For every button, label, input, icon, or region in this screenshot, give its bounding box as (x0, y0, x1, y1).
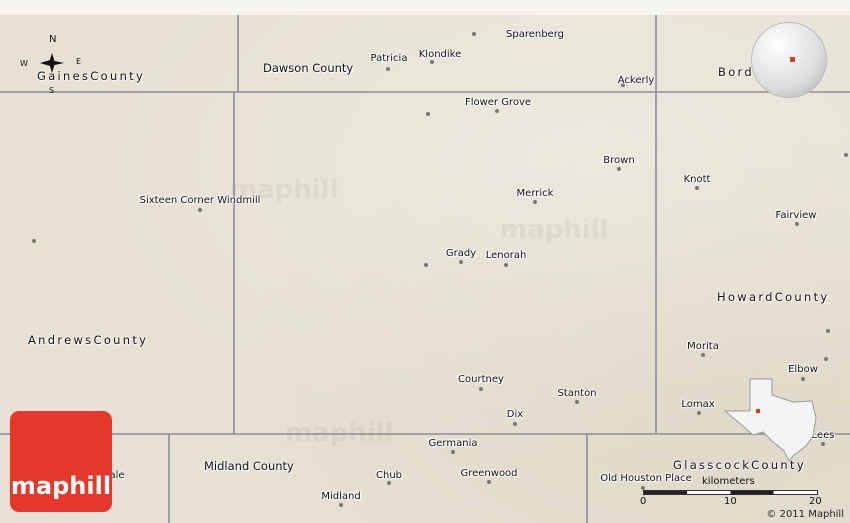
county-label-midland: Midland County (204, 459, 294, 473)
place-label: Sparenberg (506, 29, 564, 40)
place-dot (575, 400, 579, 404)
place-dot (801, 377, 805, 381)
place-label: Dix (506, 409, 524, 420)
watermark: maphill (285, 418, 394, 448)
place-label: Elbow (788, 364, 818, 375)
place-label: Klondike (418, 49, 462, 60)
place-dot (697, 411, 701, 415)
place-dot (424, 263, 428, 267)
maphill-logo[interactable]: maphill (10, 411, 112, 512)
place-dot (844, 153, 848, 157)
place-dot (504, 263, 508, 267)
place-dot (339, 503, 343, 507)
place-label: Grady (445, 248, 477, 259)
place-label: Chub (375, 470, 403, 481)
scale-tick: 0 (640, 496, 647, 507)
place-label: Sixteen Corner Windmill (139, 195, 261, 206)
place-dot (695, 186, 699, 190)
place-label: Knott (683, 174, 711, 185)
place-label: Patricia (370, 53, 408, 64)
place-label: Old Houston Place (600, 473, 692, 484)
locator-globe (751, 22, 827, 98)
compass-e: E (76, 57, 82, 66)
scale-unit: kilometers (702, 476, 755, 487)
place-label: Fairview (775, 210, 817, 221)
scale-tick: 10 (724, 496, 737, 507)
county-label-gaines: GainesCounty (37, 69, 146, 83)
place-label: Germania (428, 438, 478, 449)
relief-background (0, 15, 850, 523)
place-label: Stanton (557, 388, 597, 399)
place-dot (479, 387, 483, 391)
place-dot (495, 109, 499, 113)
compass-w: W (20, 59, 28, 68)
compass-s: S (49, 86, 55, 95)
place-label: Greenwood (460, 468, 518, 479)
place-dot (426, 112, 430, 116)
place-label: Morita (687, 341, 719, 352)
place-dot (32, 239, 36, 243)
logo-text: maphill (10, 472, 112, 500)
place-dot (472, 32, 476, 36)
place-dot (451, 450, 455, 454)
place-dot (533, 200, 537, 204)
county-label-dawson: Dawson County (263, 61, 354, 75)
place-label: Lomax (681, 399, 715, 410)
place-dot (513, 422, 517, 426)
place-label: Midland (321, 491, 361, 502)
place-dot (641, 486, 645, 490)
place-dot (621, 83, 625, 87)
place-dot (387, 481, 391, 485)
watermark: maphill (230, 175, 339, 205)
compass-rose-icon (40, 53, 64, 73)
place-label: Ackerly (617, 75, 655, 86)
copyright: © 2011 Maphill (766, 509, 844, 520)
place-dot (824, 357, 828, 361)
place-dot (617, 167, 621, 171)
place-dot (701, 353, 705, 357)
county-label-howard: HowardCounty (717, 290, 830, 304)
place-dot (826, 329, 830, 333)
place-label: Lenorah (485, 250, 527, 261)
top-strip (0, 0, 850, 15)
watermark: maphill (500, 215, 609, 245)
place-dot (821, 442, 825, 446)
place-label: Lees (811, 430, 835, 441)
place-dot (459, 260, 463, 264)
county-label-glasscock: GlasscockCounty (673, 458, 806, 472)
scale-tick: 20 (809, 496, 822, 507)
location-marker (790, 57, 795, 62)
scale-bar (643, 490, 818, 495)
place-dot (198, 208, 202, 212)
county-label-andrews: AndrewsCounty (28, 333, 149, 347)
place-dot (430, 60, 434, 64)
place-dot (386, 67, 390, 71)
place-label: Courtney (458, 374, 504, 385)
place-label: Merrick (516, 188, 554, 199)
place-label: Flower Grove (464, 97, 532, 108)
place-dot (795, 222, 799, 226)
place-label: Brown (603, 155, 635, 166)
place-dot (487, 480, 491, 484)
place-label: ale (109, 470, 125, 481)
compass-n: N (49, 34, 57, 45)
